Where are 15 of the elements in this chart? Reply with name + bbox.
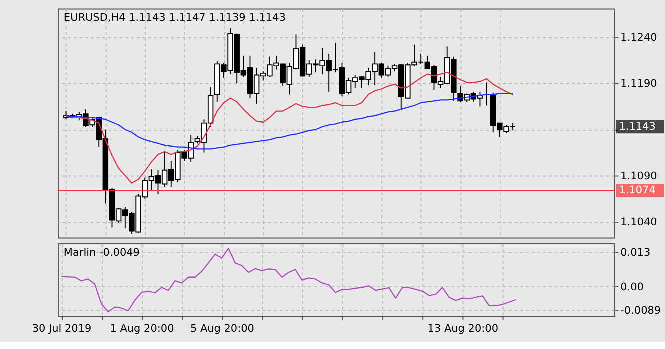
text: 1.1143 bbox=[619, 120, 656, 133]
chart-title: EURUSD,H4 1.1143 1.1147 1.1139 1.1143 bbox=[64, 12, 286, 24]
y-tick-label: -0.0089 bbox=[620, 304, 662, 317]
y-tick-label: 1.1190 bbox=[620, 78, 658, 90]
y-tick-label: 0.00 bbox=[620, 281, 644, 294]
y-tick-label: 1.1090 bbox=[620, 170, 658, 182]
y-tick-label: 0.013 bbox=[620, 246, 651, 259]
y-tick-label: 1.1040 bbox=[620, 216, 658, 228]
x-tick-label: 13 Aug 20:00 bbox=[428, 322, 498, 335]
y-tick-label: 1.1240 bbox=[620, 32, 658, 44]
x-tick-label: 1 Aug 20:00 bbox=[110, 322, 174, 335]
ref-line-label: 1.1074 bbox=[619, 184, 656, 197]
x-tick-label: 5 Aug 20:00 bbox=[190, 322, 254, 335]
x-tick-label: 30 Jul 2019 bbox=[32, 322, 92, 335]
chart-title: Marlin -0.0049 bbox=[64, 246, 140, 259]
